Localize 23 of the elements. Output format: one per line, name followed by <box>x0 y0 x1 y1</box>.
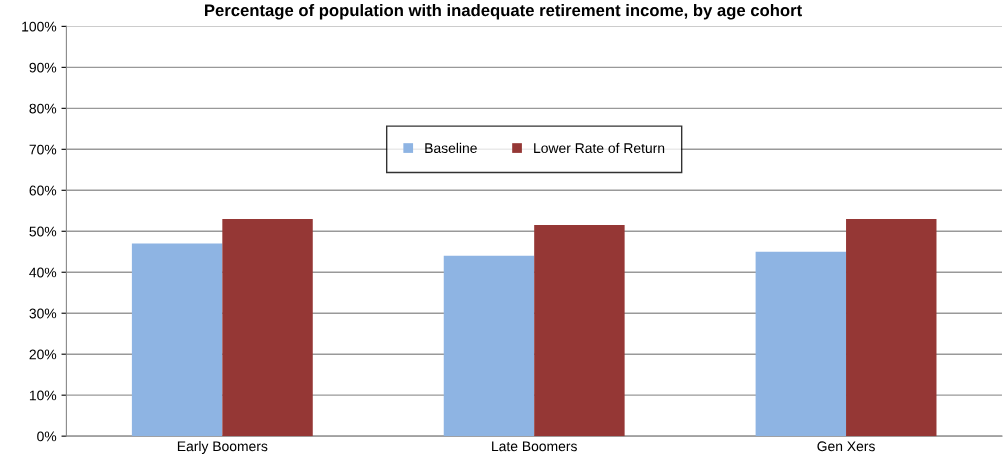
bar <box>222 218 313 437</box>
bar <box>755 251 847 437</box>
bar <box>846 218 937 437</box>
y-tick-label: 20% <box>29 349 57 360</box>
x-tick-label: Early Boomers <box>177 441 268 454</box>
y-tick-label: 10% <box>29 390 57 401</box>
legend-label: Baseline <box>425 142 477 154</box>
y-tick-label: 30% <box>29 308 57 319</box>
y-tick-label: 80% <box>29 103 57 114</box>
y-tick-label: 100% <box>22 21 57 32</box>
y-tick-label: 0% <box>37 431 57 442</box>
x-tick-label: Late Boomers <box>492 441 577 452</box>
chart-title: Percentage of population with inadequate retirement income, by age cohort <box>205 3 802 20</box>
legend-label: Lower Rate of Return <box>534 142 665 154</box>
y-tick-label: 40% <box>29 267 57 278</box>
bar <box>131 243 223 437</box>
bar <box>443 255 535 437</box>
y-tick-label: 50% <box>29 226 57 237</box>
x-tick-label: Gen Xers <box>817 441 875 452</box>
y-tick-label: 90% <box>29 62 57 73</box>
y-tick-label: 60% <box>29 185 57 196</box>
y-tick-label: 70% <box>29 144 57 155</box>
bar <box>534 225 625 437</box>
